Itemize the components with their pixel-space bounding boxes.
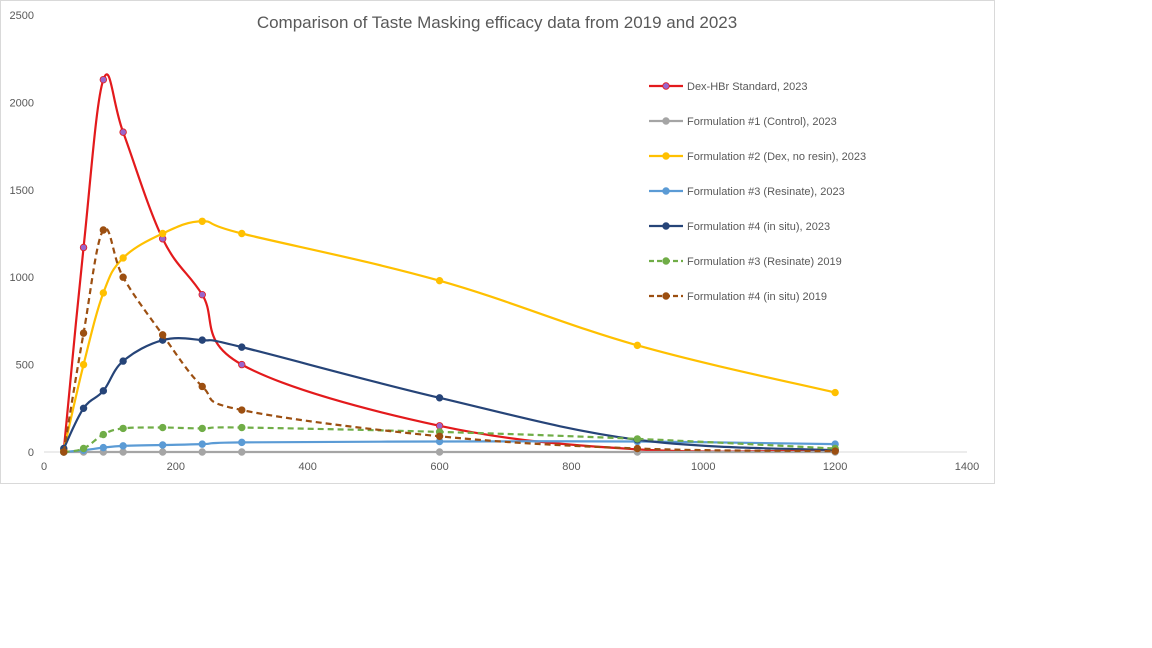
data-point bbox=[198, 336, 206, 344]
data-point bbox=[238, 229, 246, 238]
data-point bbox=[119, 448, 127, 456]
series-0 bbox=[60, 73, 839, 454]
legend-marker bbox=[662, 82, 670, 90]
data-point bbox=[831, 388, 839, 397]
data-point bbox=[99, 443, 108, 452]
data-point bbox=[633, 444, 642, 453]
data-point bbox=[79, 404, 88, 412]
data-point bbox=[633, 435, 642, 443]
data-point bbox=[99, 75, 108, 84]
data-point bbox=[435, 276, 444, 285]
legend-marker bbox=[662, 187, 670, 195]
y-tick-label: 1500 bbox=[10, 185, 34, 197]
chart-frame: Comparison of Taste Masking efficacy dat… bbox=[0, 0, 995, 484]
data-point bbox=[79, 329, 88, 337]
y-tick-label: 2000 bbox=[10, 97, 34, 109]
y-tick-label: 0 bbox=[28, 447, 34, 459]
y-tick-label: 1000 bbox=[10, 272, 34, 284]
series-line bbox=[62, 337, 836, 452]
legend-item: Formulation #3 (Resinate) 2019 bbox=[649, 256, 842, 268]
legend-label: Formulation #4 (in situ) 2019 bbox=[687, 291, 827, 303]
series-line bbox=[62, 73, 836, 453]
legend-marker bbox=[662, 292, 670, 300]
data-point bbox=[119, 254, 127, 262]
data-point bbox=[158, 229, 167, 238]
data-point bbox=[99, 226, 108, 234]
series-line bbox=[63, 426, 836, 454]
data-point bbox=[435, 422, 444, 430]
data-point bbox=[99, 289, 108, 297]
data-point bbox=[99, 387, 108, 395]
legend-item: Formulation #1 (Control), 2023 bbox=[649, 116, 837, 128]
legend-label: Formulation #2 (Dex, no resin), 2023 bbox=[687, 151, 866, 163]
legend-item: Formulation #2 (Dex, no resin), 2023 bbox=[649, 151, 866, 163]
legend-marker bbox=[662, 152, 670, 160]
legend-marker bbox=[662, 222, 670, 230]
data-point bbox=[633, 341, 642, 350]
legend-item: Formulation #4 (in situ), 2023 bbox=[649, 221, 830, 233]
data-point bbox=[238, 448, 246, 456]
data-point bbox=[79, 444, 88, 453]
data-point bbox=[238, 360, 246, 369]
series-1 bbox=[60, 448, 839, 456]
y-tick-label: 500 bbox=[16, 360, 34, 372]
data-point bbox=[238, 438, 246, 447]
data-point bbox=[238, 423, 246, 432]
data-point bbox=[60, 448, 68, 456]
data-point bbox=[119, 424, 127, 433]
data-point bbox=[158, 331, 167, 339]
data-point bbox=[198, 424, 206, 433]
series-line bbox=[62, 227, 836, 453]
data-point bbox=[435, 394, 444, 402]
data-point bbox=[435, 432, 444, 440]
data-point bbox=[198, 290, 206, 299]
chart-title: Comparison of Taste Masking efficacy dat… bbox=[257, 13, 737, 32]
data-point bbox=[79, 243, 88, 252]
legend-item: Dex-HBr Standard, 2023 bbox=[649, 81, 807, 93]
series-line bbox=[62, 220, 836, 451]
data-point bbox=[198, 440, 206, 448]
data-point bbox=[158, 448, 167, 456]
data-point bbox=[435, 448, 444, 456]
legend-marker bbox=[662, 117, 670, 125]
data-point bbox=[158, 441, 167, 449]
legend-label: Formulation #1 (Control), 2023 bbox=[687, 116, 837, 128]
data-point bbox=[831, 447, 839, 455]
x-tick-label: 600 bbox=[430, 461, 448, 473]
data-point bbox=[119, 273, 127, 281]
data-point bbox=[198, 448, 206, 456]
legend-marker bbox=[662, 257, 670, 265]
data-point bbox=[99, 430, 108, 439]
x-tick-label: 1400 bbox=[955, 461, 979, 473]
data-point bbox=[119, 357, 127, 365]
data-point bbox=[238, 406, 246, 414]
x-tick-label: 800 bbox=[562, 461, 580, 473]
data-point bbox=[198, 382, 206, 391]
axes: 0 200 400 600 800 1000 1200 1400 0 500 1000 1500 200… bbox=[10, 10, 980, 473]
data-point bbox=[198, 217, 206, 225]
x-tick-label: 200 bbox=[167, 461, 185, 473]
x-tick-label: 0 bbox=[41, 461, 47, 473]
legend-label: Formulation #3 (Resinate) 2019 bbox=[687, 256, 842, 268]
legend: Dex-HBr Standard, 2023 Formulation #1 (Co… bbox=[649, 81, 866, 303]
x-tick-label: 400 bbox=[299, 461, 317, 473]
data-point bbox=[79, 360, 88, 369]
y-tick-label: 2500 bbox=[10, 10, 34, 22]
legend-label: Dex-HBr Standard, 2023 bbox=[687, 81, 807, 93]
data-point bbox=[238, 343, 246, 351]
series-5 bbox=[60, 423, 839, 456]
line-chart: Comparison of Taste Masking efficacy dat… bbox=[10, 10, 980, 473]
series-layer bbox=[60, 73, 839, 456]
legend-item: Formulation #4 (in situ) 2019 bbox=[649, 291, 827, 303]
data-point bbox=[158, 423, 167, 432]
x-tick-label: 1200 bbox=[823, 461, 847, 473]
legend-label: Formulation #3 (Resinate), 2023 bbox=[687, 186, 845, 198]
data-point bbox=[119, 442, 127, 450]
x-tick-label: 1000 bbox=[691, 461, 715, 473]
series-2 bbox=[60, 217, 839, 454]
data-point bbox=[119, 128, 127, 136]
legend-item: Formulation #3 (Resinate), 2023 bbox=[649, 186, 845, 198]
series-6 bbox=[60, 226, 839, 456]
legend-label: Formulation #4 (in situ), 2023 bbox=[687, 221, 830, 233]
